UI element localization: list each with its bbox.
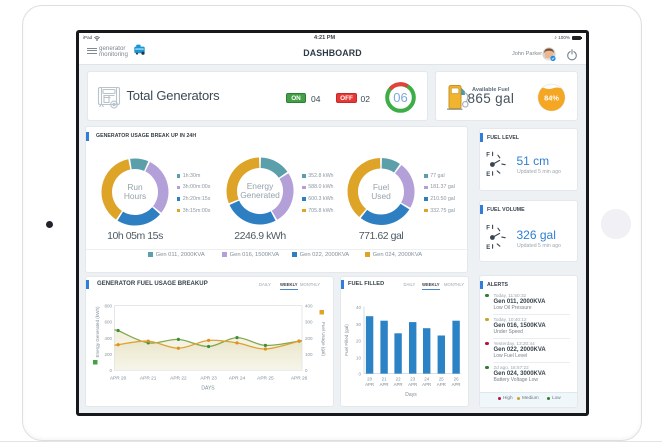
svg-text:0: 0 <box>305 368 308 373</box>
svg-text:DAYS: DAYS <box>201 386 215 392</box>
svg-text:APR: APR <box>408 382 417 387</box>
svg-text:0: 0 <box>358 371 361 376</box>
svg-text:400: 400 <box>305 303 313 308</box>
svg-text:300: 300 <box>305 320 313 325</box>
svg-text:600: 600 <box>104 320 112 325</box>
svg-text:Energy Generated (kWh): Energy Generated (kWh) <box>95 306 100 358</box>
svg-text:20: 20 <box>356 339 362 344</box>
svg-text:84%: 84% <box>544 93 559 102</box>
svg-text:23: 23 <box>410 377 415 382</box>
svg-text:APR 26: APR 26 <box>291 376 308 382</box>
svg-text:100: 100 <box>305 352 313 357</box>
svg-text:26: 26 <box>454 377 459 382</box>
svg-text:0: 0 <box>109 368 112 373</box>
svg-text:F: F <box>486 152 490 158</box>
svg-text:APR 21: APR 21 <box>140 376 157 382</box>
svg-text:F: F <box>486 225 490 231</box>
svg-text:Days: Days <box>405 392 417 398</box>
svg-text:APR 20: APR 20 <box>110 376 127 382</box>
svg-text:APR: APR <box>422 382 431 387</box>
svg-text:06: 06 <box>393 90 407 105</box>
svg-text:25: 25 <box>439 377 444 382</box>
svg-text:APR 23: APR 23 <box>200 376 217 382</box>
svg-text:APR 24: APR 24 <box>229 376 246 382</box>
svg-text:Fuel Usage (gal): Fuel Usage (gal) <box>321 322 326 356</box>
svg-text:Fuel Filled (gal): Fuel Filled (gal) <box>344 324 349 356</box>
svg-text:E: E <box>486 172 490 178</box>
svg-text:200: 200 <box>305 336 313 341</box>
svg-text:APR: APR <box>452 382 461 387</box>
svg-text:APR 22: APR 22 <box>170 376 187 382</box>
svg-text:APR 25: APR 25 <box>257 376 274 382</box>
svg-text:40: 40 <box>356 305 362 310</box>
svg-text:APR: APR <box>380 382 389 387</box>
svg-text:800: 800 <box>104 303 112 308</box>
svg-text:APR: APR <box>437 382 446 387</box>
svg-text:200: 200 <box>104 352 112 357</box>
svg-text:10: 10 <box>356 355 362 360</box>
svg-text:21: 21 <box>382 377 387 382</box>
svg-text:400: 400 <box>104 336 112 341</box>
svg-text:E: E <box>486 245 490 251</box>
svg-text:24: 24 <box>424 377 429 382</box>
svg-text:APR: APR <box>365 382 374 387</box>
svg-text:20: 20 <box>367 377 372 382</box>
svg-text:30: 30 <box>356 322 362 327</box>
svg-text:22: 22 <box>396 377 401 382</box>
svg-text:APR: APR <box>394 382 403 387</box>
